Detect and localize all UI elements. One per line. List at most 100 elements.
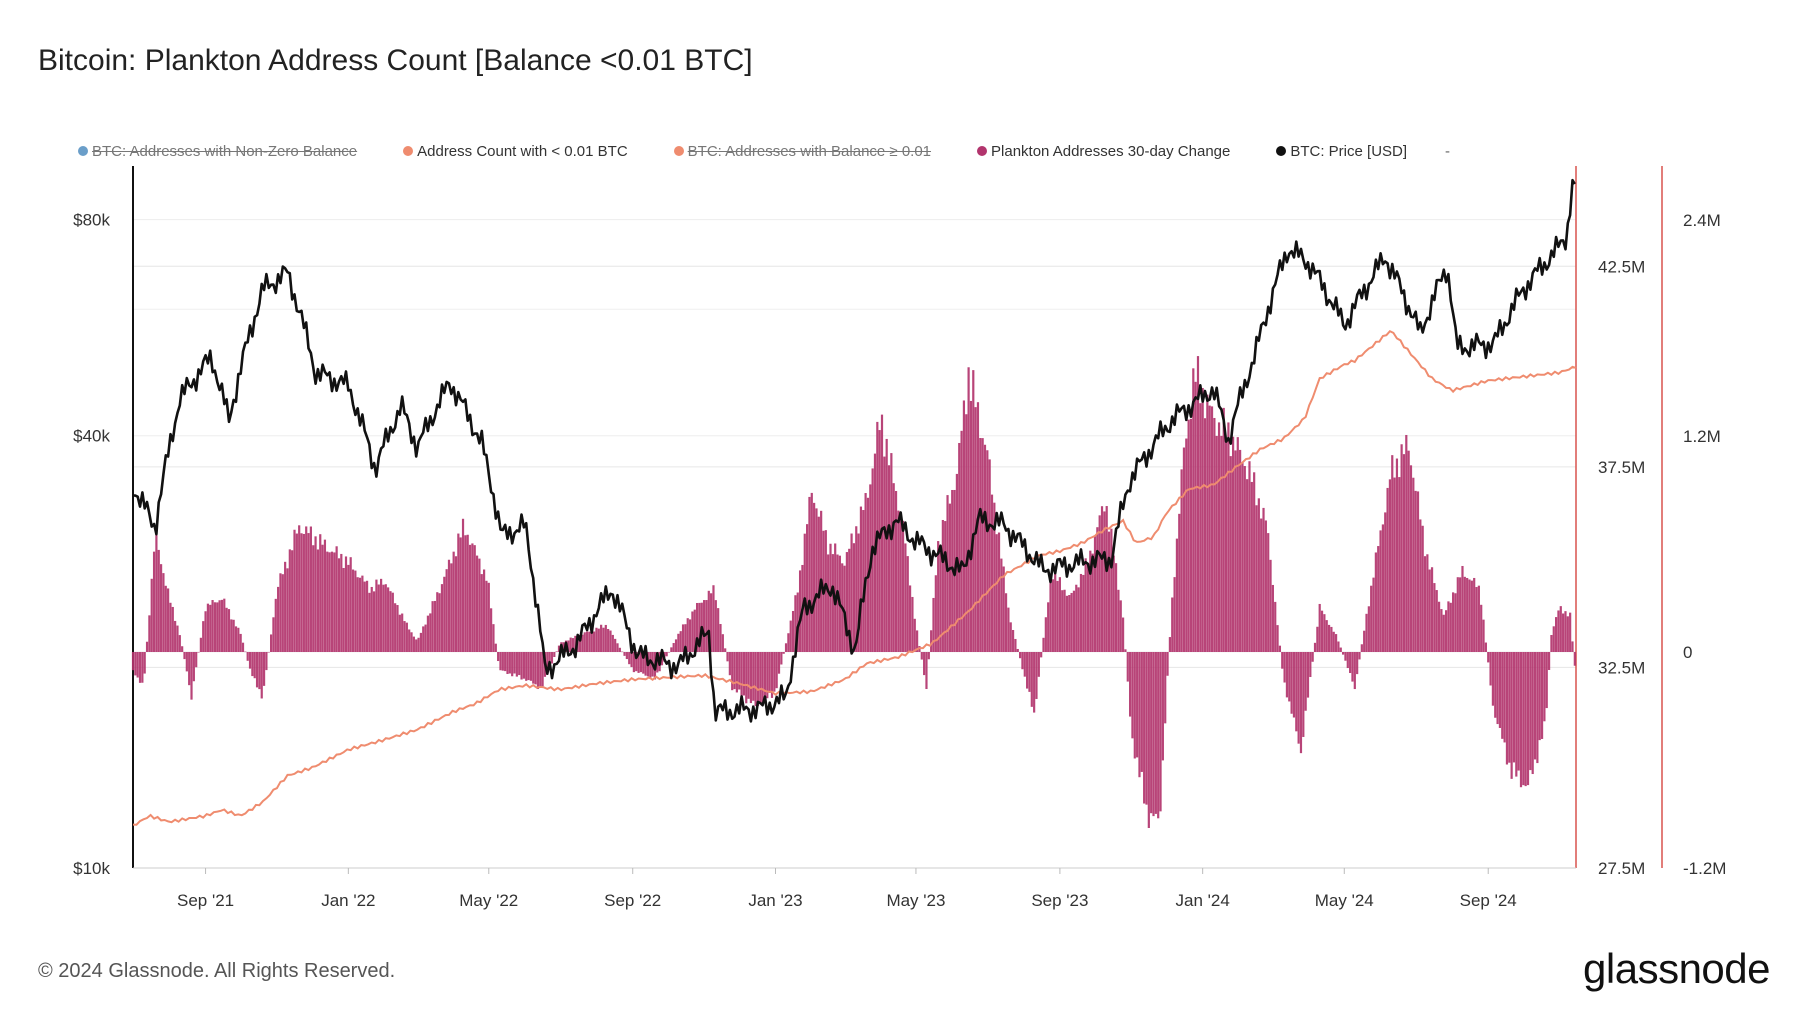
change-bar [960,430,963,652]
change-bar [1161,652,1164,761]
change-bar [677,633,680,652]
change-bar [740,652,743,698]
change-bar [188,652,191,686]
legend-item-more[interactable]: - [1445,143,1450,160]
change-bar [578,634,582,652]
change-bar [681,624,685,652]
change-bar [192,652,195,682]
change-bar [1384,512,1387,652]
change-bar [459,537,462,652]
change-bar [1288,652,1291,702]
change-bar [389,591,392,652]
change-bar [356,577,359,652]
legend-item-nonzero[interactable]: BTC: Addresses with Non-Zero Balance [78,143,357,160]
change-bar [1339,647,1342,652]
change-bar [892,483,895,652]
change-bar [1557,610,1560,652]
y-tick-right-count: 32.5M [1598,658,1645,677]
change-bar [1536,652,1539,764]
change-bar [890,453,893,652]
change-bar [1555,617,1558,652]
change-bar [1426,554,1429,652]
legend-item-balance-ge[interactable]: BTC: Addresses with Balance ≥ 0.01 [673,143,931,160]
change-bar [848,548,851,652]
change-bar [1267,533,1270,652]
change-bar [157,549,160,652]
change-bar [1007,607,1010,652]
change-bar [274,598,277,652]
change-bar [958,442,961,652]
change-bar [721,634,724,652]
change-bar [583,632,586,652]
change-bar [251,652,254,677]
y-tick-right-change: -1.2M [1683,859,1726,878]
x-tick-label: Jan '23 [748,891,802,910]
legend-item-plankton-count[interactable]: Address Count with < 0.01 BTC [403,143,628,160]
change-bar [1515,652,1518,777]
change-bar [1437,601,1441,652]
change-bar [473,545,476,652]
change-bar [1318,603,1321,652]
change-bar [703,600,706,652]
change-bar [962,400,966,652]
change-bar [1510,652,1513,779]
change-bar [396,605,399,652]
change-bar [1274,601,1277,652]
change-bar [1316,626,1319,652]
change-bar [295,533,298,652]
change-bar [1356,652,1359,675]
change-bar [595,627,598,652]
change-bar [777,652,781,674]
change-bar [1271,584,1274,652]
change-bar [695,602,699,652]
change-bar [515,652,518,677]
change-bar [979,437,982,652]
change-bar [405,622,408,652]
change-bar [1180,469,1183,652]
legend-item-30day-change[interactable]: Plankton Addresses 30-day Change [977,143,1230,160]
change-bar [607,628,610,652]
change-bar [885,438,888,652]
change-bar [618,647,621,652]
change-bar [749,652,753,704]
change-bar [305,526,308,652]
change-bar [1105,506,1108,652]
change-bar [1323,614,1326,652]
change-bar [1159,652,1162,812]
change-bar [1026,652,1029,689]
change-bar [213,602,217,652]
change-bar [152,551,156,652]
change-bar [340,553,343,652]
legend-item-price[interactable]: BTC: Price [USD] [1276,143,1407,160]
change-bar [1227,422,1230,652]
change-bar [557,645,561,652]
change-bar [1370,585,1373,652]
change-bar [941,519,944,652]
change-bar [185,652,188,672]
change-bar [1332,631,1335,652]
change-bar [1421,525,1424,652]
change-bar [225,607,228,652]
change-bar [1014,638,1017,652]
change-bar [307,533,310,652]
change-bar [548,652,551,668]
change-bar [693,609,696,652]
change-bar [1164,652,1167,724]
change-bar [1367,606,1370,652]
change-bar [1168,637,1172,652]
change-bar [705,600,708,652]
change-bar [784,643,788,652]
change-bar [600,624,603,652]
change-bar [262,652,266,686]
change-bar [1084,558,1087,652]
change-bar [733,652,736,690]
change-bar [349,557,352,652]
change-bar [1285,652,1289,698]
change-bar [1564,611,1567,652]
change-bar [1496,652,1499,725]
change-bar [244,651,247,653]
change-bar [541,652,544,687]
change-bar [932,597,935,652]
change-bar [1217,422,1221,652]
change-bar [1414,490,1417,652]
